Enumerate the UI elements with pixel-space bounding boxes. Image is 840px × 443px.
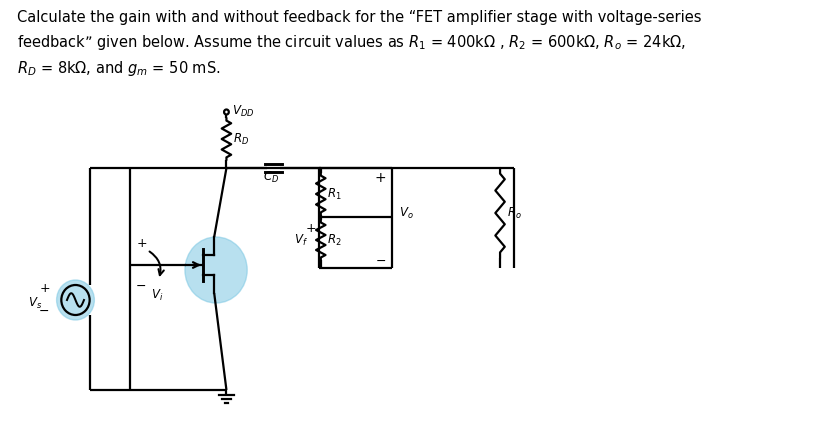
Text: $V_i$: $V_i$	[151, 288, 163, 303]
Text: $V_o$: $V_o$	[399, 206, 414, 221]
Text: +: +	[375, 171, 386, 185]
Text: $C_D$: $C_D$	[263, 170, 279, 185]
Text: +: +	[137, 237, 148, 249]
Text: $R_2$: $R_2$	[328, 233, 342, 248]
Text: $V_{DD}$: $V_{DD}$	[232, 104, 255, 119]
Text: $R_D$: $R_D$	[233, 132, 249, 147]
Text: Calculate the gain with and without feedback for the “FET amplifier stage with v: Calculate the gain with and without feed…	[17, 10, 701, 78]
Text: +: +	[306, 222, 317, 234]
Text: $R_o$: $R_o$	[507, 206, 522, 221]
Circle shape	[56, 280, 94, 320]
Text: $-$: $-$	[38, 304, 49, 317]
Text: $R_1$: $R_1$	[328, 187, 342, 202]
Text: $V_s$: $V_s$	[29, 295, 43, 311]
Text: $-$: $-$	[135, 279, 146, 291]
Text: $-$: $-$	[375, 253, 386, 267]
Text: $V_f$: $V_f$	[294, 233, 308, 248]
Circle shape	[185, 237, 247, 303]
Text: +: +	[39, 282, 50, 295]
